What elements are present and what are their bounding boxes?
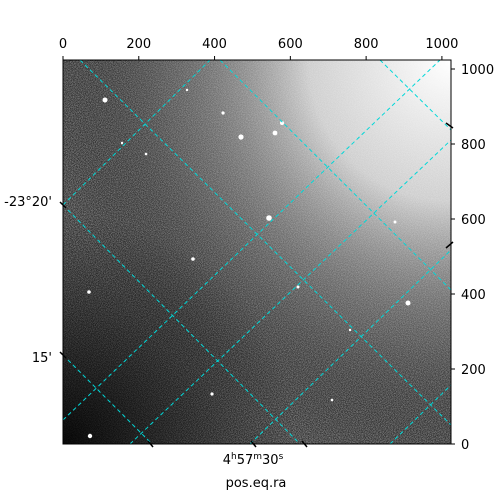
wcs-tick: [445, 241, 454, 249]
star: [393, 220, 397, 224]
dec-tick-label-2: 15': [32, 351, 52, 366]
grid-line: [249, 249, 451, 444]
coordinate-grid: [63, 60, 451, 444]
grid-line: [79, 60, 451, 426]
y-tick-label: 0: [461, 438, 469, 453]
x-tick-label: 0: [59, 37, 67, 52]
star: [272, 130, 278, 136]
star: [87, 290, 91, 294]
star: [296, 285, 300, 289]
star: [191, 257, 195, 261]
wcs-ticks: [59, 122, 454, 448]
right-axis-ticks: 0 200 400 600 800 1000: [451, 63, 494, 453]
y-tick-label: 200: [461, 363, 486, 378]
star: [221, 111, 225, 115]
dec-tick-label-1: -23°20': [4, 195, 52, 210]
wcs-tick: [59, 201, 67, 209]
grid-line: [63, 204, 301, 444]
x-tick-label: 400: [202, 37, 227, 52]
x-tick-label: 200: [126, 37, 151, 52]
x-tick-label: 600: [278, 37, 303, 52]
star: [348, 328, 352, 332]
y-tick-label: 400: [461, 288, 486, 303]
x-tick-label: 1000: [425, 37, 458, 52]
image-area: [63, 60, 451, 444]
star: [266, 215, 272, 221]
star: [238, 134, 244, 140]
ra-axis-label: pos.eq.ra: [226, 476, 287, 491]
wcs-tick: [147, 440, 154, 448]
y-tick-label: 800: [461, 138, 486, 153]
grid-line: [389, 384, 451, 444]
grid-line: [379, 60, 451, 131]
image-dark-corner: [63, 60, 451, 444]
wcs-tick: [250, 440, 257, 448]
grid-line: [129, 139, 451, 444]
grid-line: [219, 60, 451, 291]
grid-line: [63, 60, 441, 421]
y-tick-label: 1000: [461, 63, 494, 78]
y-tick-label: 600: [461, 213, 486, 228]
x-tick-label: 800: [354, 37, 379, 52]
stars: [87, 88, 411, 439]
star: [210, 392, 214, 396]
star: [280, 121, 284, 125]
star: [330, 398, 334, 402]
wcs-tick: [445, 122, 454, 129]
star: [185, 88, 189, 92]
top-axis-ticks: 0 200 400 600 800 1000: [59, 37, 458, 60]
ra-tick-label: 4h57m30s: [223, 452, 284, 468]
wcs-tick: [59, 351, 67, 359]
star: [102, 97, 108, 103]
wcs-tick: [301, 440, 308, 448]
plot-frame: [62, 59, 452, 445]
star: [120, 141, 124, 145]
star: [144, 152, 148, 156]
star: [87, 433, 93, 439]
star: [405, 300, 411, 306]
